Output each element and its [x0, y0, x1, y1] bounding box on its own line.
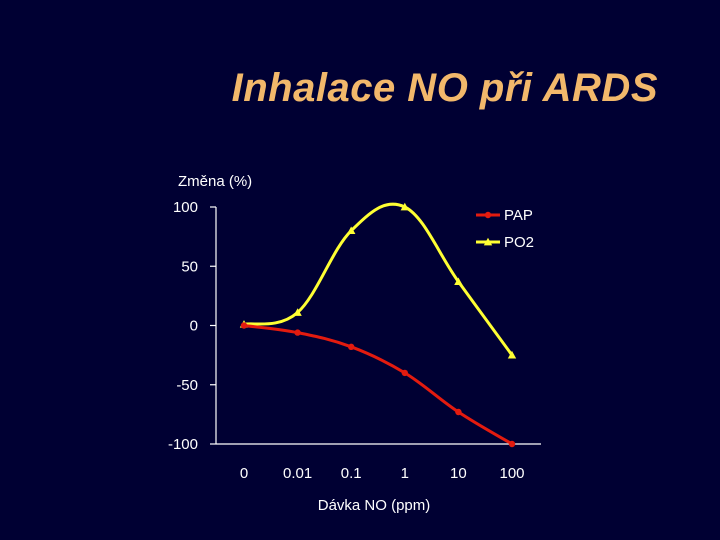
- data-point-po2: [293, 308, 302, 316]
- data-point-pap: [455, 408, 462, 416]
- chart-axes: 100 50 0 -50 -100 0 0.01 0.1 1 10 100: [168, 199, 541, 482]
- legend-item-po2: PO2: [476, 234, 534, 251]
- y-tick-label: 100: [173, 199, 198, 216]
- series-line-po2: [242, 202, 514, 357]
- series-pap: [240, 322, 516, 448]
- x-tick-label: 0: [240, 465, 248, 482]
- chart-legend: PAP PO2: [476, 207, 534, 251]
- series-line-pap: [242, 324, 514, 446]
- slide-title: Inhalace NO při ARDS: [231, 66, 658, 110]
- y-axis-title: Změna (%): [178, 173, 252, 190]
- chart-series: [239, 202, 517, 448]
- x-tick-label: 0.1: [341, 465, 362, 482]
- x-axis-title: Dávka NO (ppm): [318, 497, 431, 514]
- legend-item-pap: PAP: [476, 207, 533, 224]
- data-point-po2: [347, 226, 356, 235]
- data-point-pap: [294, 329, 301, 336]
- data-point-pap: [348, 343, 355, 351]
- data-point-pap: [240, 322, 248, 329]
- legend-label: PO2: [504, 234, 534, 251]
- data-point-pap: [401, 369, 408, 377]
- legend-marker: [484, 211, 492, 219]
- data-point-po2: [507, 350, 517, 359]
- x-tick-label: 0.01: [283, 465, 312, 482]
- y-tick-label: -50: [176, 377, 198, 394]
- y-tick-label: 50: [181, 258, 198, 275]
- legend-marker: [483, 237, 493, 246]
- y-tick-label: 0: [190, 318, 198, 335]
- x-tick-label: 1: [401, 465, 409, 482]
- data-point-po2: [454, 277, 463, 286]
- x-tick-label: 100: [499, 465, 524, 482]
- y-tick-label: -100: [168, 436, 198, 453]
- series-po2: [239, 202, 517, 359]
- x-tick-label: 10: [450, 465, 467, 482]
- data-point-pap: [508, 440, 516, 448]
- legend-label: PAP: [504, 207, 533, 224]
- data-point-po2: [400, 202, 409, 211]
